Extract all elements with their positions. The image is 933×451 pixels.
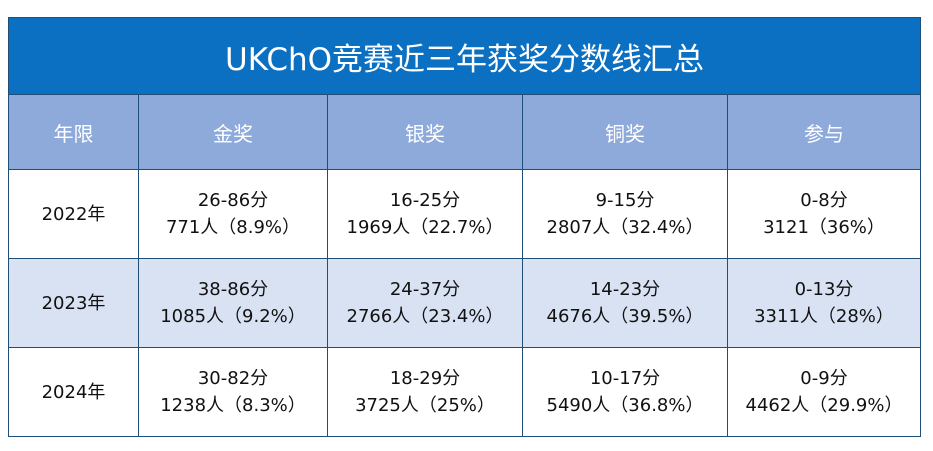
score-range: 0-13分 xyxy=(794,279,854,300)
score-range: 16-25分 xyxy=(389,190,461,211)
award-count: 3121（36%） xyxy=(763,217,885,238)
score-range: 0-9分 xyxy=(800,368,848,389)
header-cell: 铜奖 xyxy=(522,94,728,170)
year-cell: 2024年 xyxy=(8,347,139,437)
data-row: 2024年 30-82分 1238人（8.3%） 18-29分 3725人（25%） 10… xyxy=(8,347,922,437)
award-count: 4462人（29.9%） xyxy=(745,395,903,416)
score-cell: 30-82分 1238人（8.3%） xyxy=(138,347,328,437)
table-wrap: UKChO竞赛近三年获奖分数线汇总 年限 金奖 银奖 铜奖 参与 2022年 26-86分 7… xyxy=(7,17,922,437)
award-count: 1085人（9.2%） xyxy=(160,306,306,327)
score-range: 0-8分 xyxy=(800,190,848,211)
score-cell: 9-15分 2807人（32.4%） xyxy=(522,169,728,259)
score-range: 38-86分 xyxy=(197,279,269,300)
data-row: 2023年 38-86分 1085人（9.2%） 24-37分 2766人（23.4%）… xyxy=(8,258,922,348)
header-row: 年限 金奖 银奖 铜奖 参与 xyxy=(8,94,922,170)
award-count: 3725人（25%） xyxy=(355,395,495,416)
score-cell: 0-8分 3121（36%） xyxy=(726,169,922,259)
score-range: 26-86分 xyxy=(197,190,269,211)
score-cell: 38-86分 1085人（9.2%） xyxy=(138,258,328,348)
score-cell: 10-17分 5490人（36.8%） xyxy=(522,347,728,437)
score-range: 14-23分 xyxy=(589,279,661,300)
year-cell: 2023年 xyxy=(8,258,139,348)
award-count: 4676人（39.5%） xyxy=(546,306,704,327)
header-cell: 银奖 xyxy=(327,94,523,170)
title-row: UKChO竞赛近三年获奖分数线汇总 xyxy=(7,17,922,95)
score-cell: 0-13分 3311人（28%） xyxy=(726,258,922,348)
award-count: 2766人（23.4%） xyxy=(346,306,504,327)
score-cell: 16-25分 1969人（22.7%） xyxy=(327,169,523,259)
award-count: 3311人（28%） xyxy=(754,306,894,327)
score-cell: 14-23分 4676人（39.5%） xyxy=(522,258,728,348)
award-count: 1969人（22.7%） xyxy=(346,217,504,238)
award-count: 2807人（32.4%） xyxy=(546,217,704,238)
score-range: 9-15分 xyxy=(595,190,655,211)
score-cell: 18-29分 3725人（25%） xyxy=(327,347,523,437)
score-table: UKChO竞赛近三年获奖分数线汇总 年限 金奖 银奖 铜奖 参与 2022年 26-86分 7… xyxy=(7,17,922,437)
award-count: 5490人（36.8%） xyxy=(546,395,704,416)
year-cell: 2022年 xyxy=(8,169,139,259)
table-title: UKChO竞赛近三年获奖分数线汇总 xyxy=(7,17,922,95)
score-cell: 26-86分 771人（8.9%） xyxy=(138,169,328,259)
award-count: 1238人（8.3%） xyxy=(160,395,306,416)
header-cell: 参与 xyxy=(726,94,922,170)
score-cell: 24-37分 2766人（23.4%） xyxy=(327,258,523,348)
award-count: 771人（8.9%） xyxy=(165,217,301,238)
header-cell: 年限 xyxy=(8,94,139,170)
score-cell: 0-9分 4462人（29.9%） xyxy=(726,347,922,437)
header-cell: 金奖 xyxy=(138,94,328,170)
score-range: 10-17分 xyxy=(589,368,661,389)
score-range: 24-37分 xyxy=(389,279,461,300)
data-row: 2022年 26-86分 771人（8.9%） 16-25分 1969人（22.7%） 9… xyxy=(8,169,922,259)
score-range: 30-82分 xyxy=(197,368,269,389)
table-body: UKChO竞赛近三年获奖分数线汇总 年限 金奖 银奖 铜奖 参与 2022年 26-86分 7… xyxy=(7,17,922,437)
score-range: 18-29分 xyxy=(389,368,461,389)
